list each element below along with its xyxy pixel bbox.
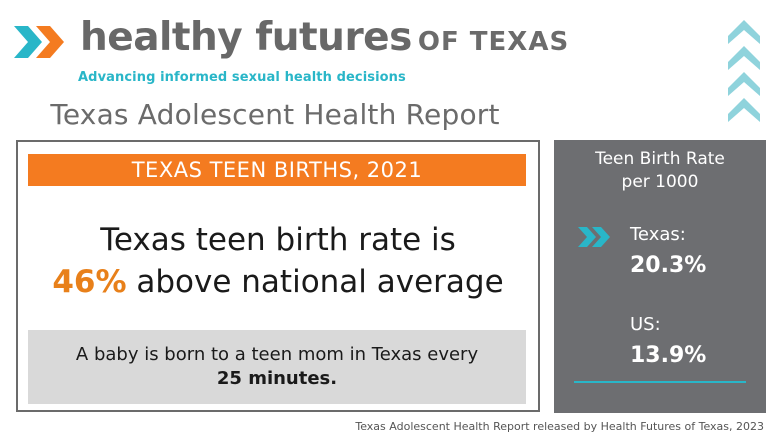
panel-title-line1: Teen Birth Rate: [595, 149, 725, 169]
panel-title: Teen Birth Rate per 1000: [554, 148, 766, 194]
brand-name: healthy futures OF TEXAS: [80, 18, 569, 62]
double-chevron-icon: [578, 226, 612, 252]
up-chevrons-icon: [724, 14, 764, 126]
brand-sub: OF TEXAS: [417, 27, 570, 57]
note-box: A baby is born to a teen mom in Texas ev…: [28, 330, 526, 404]
logo: healthy futures OF TEXAS: [12, 18, 569, 62]
stat-percent: 46%: [52, 264, 127, 300]
card-banner: TEXAS TEEN BIRTHS, 2021: [28, 154, 526, 186]
stat-headline-line2: 46% above national average: [18, 262, 538, 302]
birth-rate-panel: Teen Birth Rate per 1000 Texas: 20.3% US…: [554, 140, 766, 413]
panel-divider: [574, 381, 746, 383]
stat-headline-line1: Texas teen birth rate is: [100, 222, 456, 258]
texas-value: 20.3%: [630, 253, 707, 278]
tagline: Advancing informed sexual health decisio…: [78, 70, 406, 85]
chevron-logo-icon: [12, 22, 72, 62]
texas-label: Texas:: [630, 224, 686, 245]
us-label: US:: [630, 314, 661, 335]
source-footer: Texas Adolescent Health Report released …: [355, 420, 764, 433]
panel-title-line2: per 1000: [621, 172, 699, 192]
report-title: Texas Adolescent Health Report: [50, 98, 500, 131]
note-line2: 25 minutes.: [216, 368, 338, 389]
stat-headline-rest: above national average: [126, 264, 504, 300]
us-value: 13.9%: [630, 343, 707, 368]
teen-births-card: TEXAS TEEN BIRTHS, 2021 Texas teen birth…: [16, 140, 540, 412]
brand-main: healthy futures: [80, 15, 412, 60]
note-line1: A baby is born to a teen mom in Texas ev…: [75, 344, 479, 365]
